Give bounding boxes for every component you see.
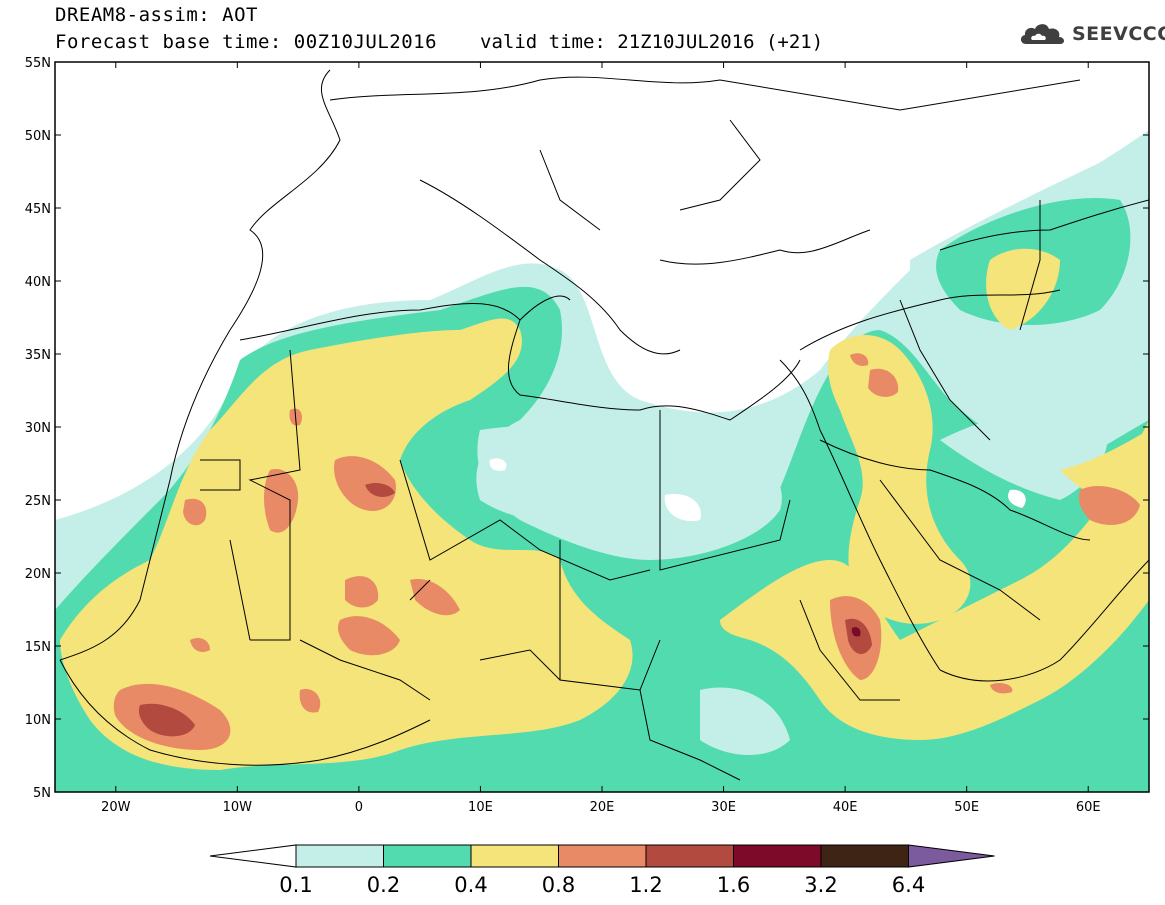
colorbar-box	[383, 844, 472, 868]
colorbar-level-label: 0.2	[367, 873, 400, 897]
lon-tick-label: 20E	[590, 800, 615, 815]
aot-clear-patches	[477, 407, 1108, 755]
aot-field	[55, 130, 1149, 792]
lon-tick-label: 30E	[711, 800, 736, 815]
colorbar-labels: 0.1 0.2 0.4 0.8 1.2 1.6 3.2 6.4	[279, 873, 925, 897]
lat-tick-label: 45N	[25, 202, 51, 217]
colorbar-low-arrow	[209, 844, 297, 868]
lat-tick-label: 50N	[25, 129, 51, 144]
forecast-base-time: Forecast base time: 00Z10JUL2016	[55, 31, 438, 53]
logo-text: SEEVCCC	[1072, 23, 1165, 45]
product-title: DREAM8-assim: AOT	[55, 4, 258, 26]
colorbar-box	[470, 844, 559, 868]
colorbar-level-label: 1.6	[717, 873, 750, 897]
lat-tick-label: 35N	[25, 348, 51, 363]
lon-tick-label: 20W	[101, 800, 131, 815]
latitude-ticks: 55N 50N 45N 40N 35N 30N 25N 20N 15N 10N 5N	[25, 56, 1149, 801]
lon-tick-label: 0	[355, 800, 363, 815]
lat-tick-label: 55N	[25, 56, 51, 71]
lon-tick-label: 10W	[223, 800, 253, 815]
aot-band-0.4-0.8	[60, 248, 1149, 770]
longitude-ticks: 20W 10W 0 10E 20E 30E 40E 50E 60E	[101, 62, 1101, 815]
aot-band-1.2-1.6	[138, 482, 872, 737]
colorbar-box	[733, 844, 822, 868]
lon-tick-label: 60E	[1076, 800, 1101, 815]
valid-time: valid time: 21Z10JUL2016 (+21)	[480, 31, 824, 53]
colorbar-level-label: 6.4	[892, 873, 925, 897]
colorbar-level-label: 3.2	[804, 873, 837, 897]
colorbar-level-label: 0.8	[542, 873, 575, 897]
lat-tick-label: 15N	[25, 640, 51, 655]
colorbar-box	[645, 844, 734, 868]
lat-tick-label: 5N	[33, 786, 51, 801]
seevccc-logo: SEEVCCC	[1018, 20, 1165, 48]
colorbar-level-label: 1.2	[629, 873, 662, 897]
lon-tick-label: 50E	[954, 800, 979, 815]
colorbar-level-label: 0.4	[454, 873, 487, 897]
cloud-icon	[1020, 24, 1065, 44]
lon-tick-label: 40E	[833, 800, 858, 815]
lat-tick-label: 10N	[25, 713, 51, 728]
lat-tick-label: 40N	[25, 275, 51, 290]
lon-tick-label: 10E	[468, 800, 493, 815]
aot-band-1.6-3.2	[851, 627, 861, 637]
lat-tick-label: 20N	[25, 567, 51, 582]
colorbar-boxes	[209, 844, 995, 868]
colorbar-high-arrow	[908, 844, 995, 868]
colorbar-box	[820, 844, 909, 868]
colorbar-level-label: 0.1	[279, 873, 312, 897]
lat-tick-label: 25N	[25, 494, 51, 509]
coastlines-borders	[59, 69, 1149, 781]
aot-low-patches	[489, 458, 1026, 522]
colorbar-box	[295, 844, 384, 868]
lat-tick-label: 30N	[25, 421, 51, 436]
colorbar-box	[558, 844, 647, 868]
